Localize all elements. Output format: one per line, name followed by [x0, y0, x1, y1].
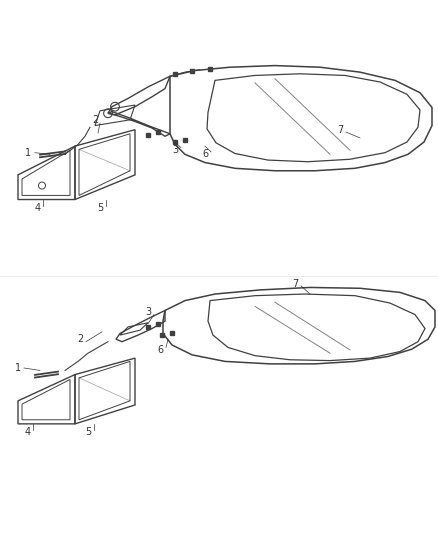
Text: 6: 6 — [157, 345, 163, 355]
Text: 7: 7 — [337, 125, 343, 135]
Text: 4: 4 — [25, 427, 31, 437]
Text: 1: 1 — [25, 148, 31, 158]
Text: 5: 5 — [85, 427, 91, 437]
Text: 3: 3 — [172, 145, 178, 155]
Text: 7: 7 — [292, 279, 298, 289]
Text: 3: 3 — [145, 307, 151, 317]
Text: 2: 2 — [92, 115, 98, 125]
Text: 5: 5 — [97, 203, 103, 213]
Text: 4: 4 — [35, 203, 41, 213]
Text: 2: 2 — [77, 334, 83, 344]
Text: 6: 6 — [202, 149, 208, 159]
Text: 1: 1 — [15, 363, 21, 373]
